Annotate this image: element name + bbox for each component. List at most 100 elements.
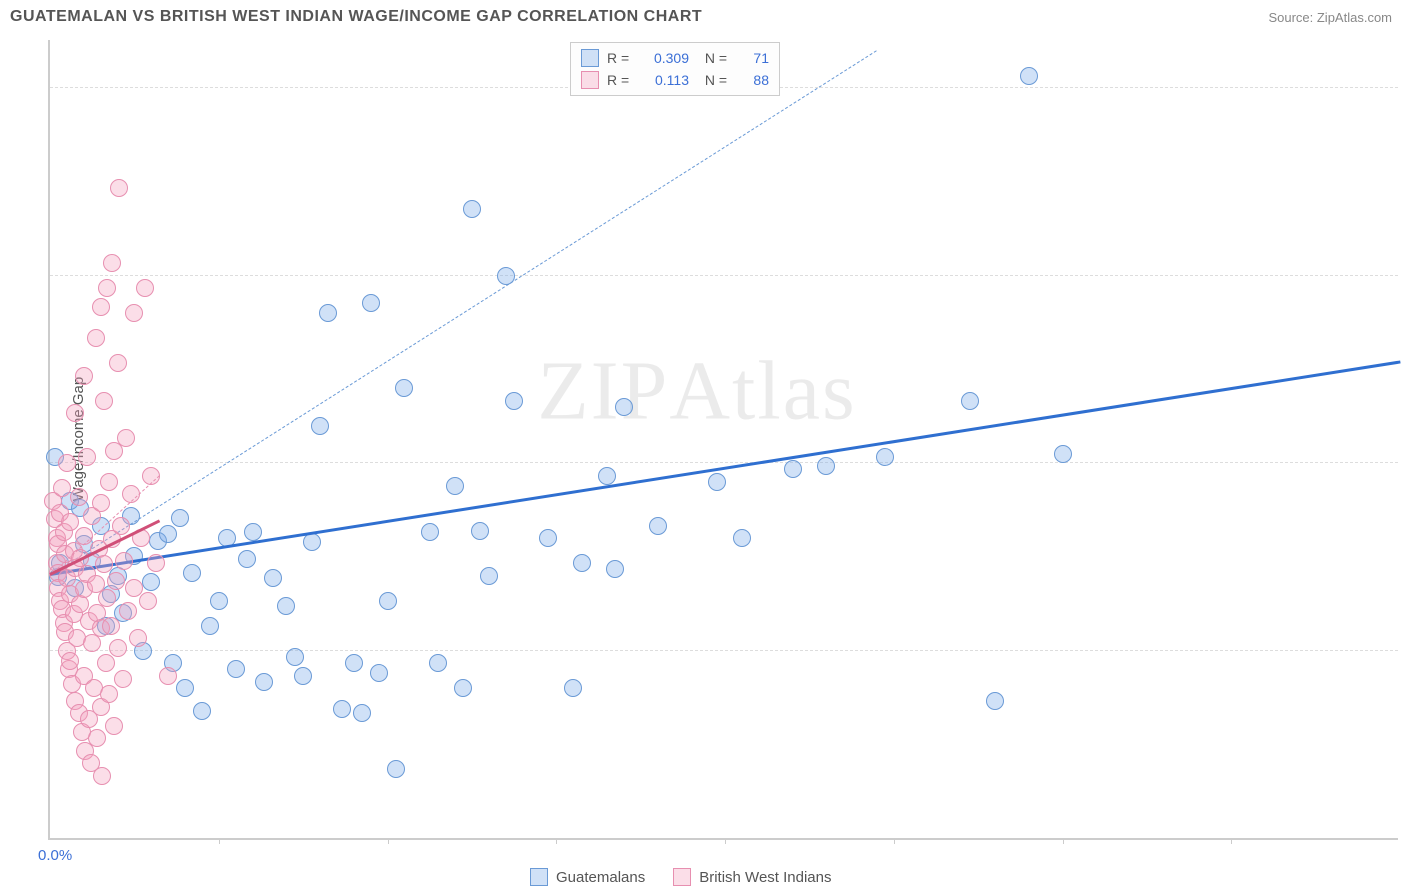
scatter-point [129, 629, 147, 647]
scatter-point [53, 479, 71, 497]
scatter-point [66, 404, 84, 422]
x-axis-min-label: 0.0% [38, 847, 72, 864]
scatter-point [115, 552, 133, 570]
gridline [50, 650, 1398, 651]
x-tick [388, 838, 389, 844]
scatter-point [606, 560, 624, 578]
legend-n-value: 88 [735, 72, 769, 88]
scatter-point [105, 717, 123, 735]
scatter-point [379, 592, 397, 610]
source-label: Source: ZipAtlas.com [1268, 10, 1392, 25]
scatter-point [87, 329, 105, 347]
scatter-point [421, 523, 439, 541]
scatter-point [1054, 445, 1072, 463]
scatter-point [95, 555, 113, 573]
scatter-point [446, 477, 464, 495]
scatter-point [463, 200, 481, 218]
scatter-point [107, 572, 125, 590]
legend-row: R = 0.113 N = 88 [581, 69, 769, 91]
scatter-point [345, 654, 363, 672]
trend-line [50, 360, 1400, 575]
scatter-point [708, 473, 726, 491]
scatter-point [159, 667, 177, 685]
scatter-point [93, 767, 111, 785]
x-tick [894, 838, 895, 844]
legend-r-label: R = [607, 72, 631, 88]
scatter-point [319, 304, 337, 322]
scatter-point [70, 488, 88, 506]
guide-line [50, 50, 877, 576]
series-legend: Guatemalans British West Indians [530, 868, 832, 886]
scatter-point [471, 522, 489, 540]
scatter-point [454, 679, 472, 697]
gridline [50, 462, 1398, 463]
scatter-point [370, 664, 388, 682]
watermark: ZIPAtlas [537, 343, 856, 440]
legend-item: Guatemalans [530, 868, 645, 886]
scatter-point [58, 454, 76, 472]
scatter-point [136, 279, 154, 297]
scatter-point [110, 179, 128, 197]
legend-row: R = 0.309 N = 71 [581, 47, 769, 69]
scatter-point [598, 467, 616, 485]
scatter-point [159, 525, 177, 543]
legend-r-value: 0.309 [639, 50, 689, 66]
scatter-point [210, 592, 228, 610]
scatter-point [505, 392, 523, 410]
x-tick [219, 838, 220, 844]
scatter-point [75, 527, 93, 545]
scatter-point [1020, 67, 1038, 85]
scatter-point [333, 700, 351, 718]
scatter-point [102, 617, 120, 635]
scatter-point [564, 679, 582, 697]
legend-n-value: 71 [735, 50, 769, 66]
scatter-point [119, 602, 137, 620]
x-tick [1063, 838, 1064, 844]
scatter-point [615, 398, 633, 416]
legend-swatch [530, 868, 548, 886]
scatter-point [429, 654, 447, 672]
scatter-point [142, 573, 160, 591]
scatter-point [88, 729, 106, 747]
scatter-point [193, 702, 211, 720]
legend-item: British West Indians [673, 868, 831, 886]
scatter-point [100, 473, 118, 491]
legend-r-value: 0.113 [639, 72, 689, 88]
legend-swatch [581, 71, 599, 89]
scatter-point [100, 685, 118, 703]
legend-r-label: R = [607, 50, 631, 66]
legend-n-label: N = [697, 50, 727, 66]
correlation-legend: R = 0.309 N = 71 R = 0.113 N = 88 [570, 42, 780, 96]
scatter-point [78, 448, 96, 466]
scatter-point [227, 660, 245, 678]
scatter-point [277, 597, 295, 615]
y-axis-label: Wage/Income Gap [70, 377, 87, 502]
scatter-point [961, 392, 979, 410]
scatter-point [61, 652, 79, 670]
scatter-point [539, 529, 557, 547]
scatter-point [255, 673, 273, 691]
legend-swatch [673, 868, 691, 886]
scatter-point [171, 509, 189, 527]
scatter-point [71, 595, 89, 613]
scatter-point [201, 617, 219, 635]
scatter-point [97, 654, 115, 672]
scatter-point [573, 554, 591, 572]
scatter-point [75, 367, 93, 385]
scatter-point [387, 760, 405, 778]
scatter-point [109, 354, 127, 372]
plot-area: ZIPAtlas Wage/Income Gap 0.0% 80.0% 15.0… [48, 40, 1398, 840]
scatter-point [986, 692, 1004, 710]
scatter-point [649, 517, 667, 535]
scatter-point [395, 379, 413, 397]
scatter-point [139, 592, 157, 610]
scatter-point [238, 550, 256, 568]
scatter-point [733, 529, 751, 547]
scatter-point [92, 494, 110, 512]
scatter-point [817, 457, 835, 475]
legend-n-label: N = [697, 72, 727, 88]
scatter-point [176, 679, 194, 697]
scatter-point [876, 448, 894, 466]
x-tick [556, 838, 557, 844]
scatter-point [98, 589, 116, 607]
